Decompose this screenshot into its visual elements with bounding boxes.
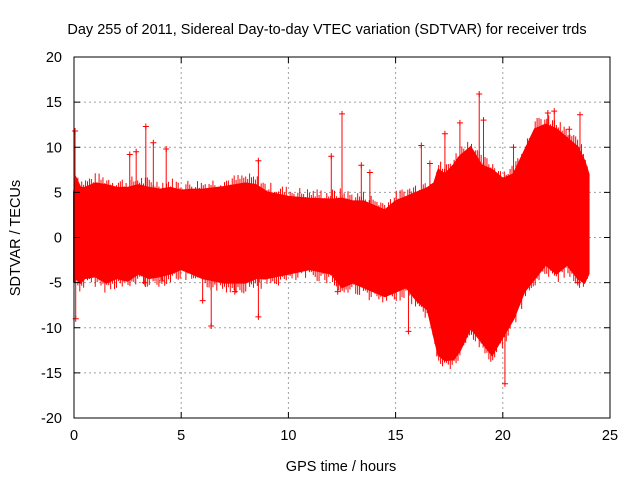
data-point xyxy=(576,111,583,118)
data-point xyxy=(544,109,551,116)
y-tick-label: 15 xyxy=(46,95,62,111)
data-point xyxy=(126,151,133,158)
y-tick-label: 10 xyxy=(46,140,62,156)
y-tick-label: 0 xyxy=(54,231,62,247)
y-tick-label: 5 xyxy=(54,185,62,201)
data-point xyxy=(405,328,412,335)
data-point xyxy=(551,108,558,115)
data-point xyxy=(72,128,79,135)
data-point xyxy=(255,313,262,320)
data-point xyxy=(334,288,341,295)
data-point xyxy=(163,146,170,153)
data-point xyxy=(255,157,262,164)
data-point xyxy=(150,139,157,146)
x-tick-label: 10 xyxy=(280,428,296,444)
data-point xyxy=(501,380,508,387)
x-tick-label: 25 xyxy=(602,428,618,444)
data-point xyxy=(199,297,206,304)
data-point xyxy=(141,279,148,286)
x-tick-label: 20 xyxy=(495,428,511,444)
data-point xyxy=(158,277,165,284)
data-series xyxy=(72,91,590,387)
x-tick-label: 5 xyxy=(177,428,185,444)
data-point xyxy=(566,126,573,133)
data-point xyxy=(208,322,215,329)
data-point xyxy=(476,91,483,98)
data-point xyxy=(480,117,487,124)
x-tick-label: 15 xyxy=(388,428,404,444)
data-point xyxy=(339,110,345,117)
y-tick-label: -15 xyxy=(41,366,62,382)
data-point xyxy=(418,142,425,149)
data-point xyxy=(426,160,433,167)
data-point xyxy=(441,130,448,137)
data-point xyxy=(456,119,463,126)
y-tick-label: 20 xyxy=(46,50,62,66)
y-tick-label: -20 xyxy=(41,411,62,427)
data-point xyxy=(510,144,517,151)
chart-title: Day 255 of 2011, Sidereal Day-to-day VTE… xyxy=(67,22,586,38)
data-point xyxy=(231,288,238,295)
axis-ticks: 0 5 10 15 20 25 -20 -15 -10 -5 0 5 10 15 20 xyxy=(41,50,618,444)
x-tick-label: 0 xyxy=(70,428,78,444)
data-envelope xyxy=(73,123,590,362)
data-point xyxy=(133,148,140,155)
y-tick-label: -10 xyxy=(41,321,62,337)
data-point xyxy=(358,162,365,169)
x-axis-label: GPS time / hours xyxy=(286,459,396,475)
y-axis-label: SDTVAR / TECUs xyxy=(8,180,24,296)
data-point xyxy=(328,153,335,160)
data-point xyxy=(142,123,149,130)
data-point xyxy=(574,279,581,286)
data-point xyxy=(366,169,373,176)
data-point xyxy=(499,326,506,333)
y-tick-label: -5 xyxy=(49,276,62,292)
